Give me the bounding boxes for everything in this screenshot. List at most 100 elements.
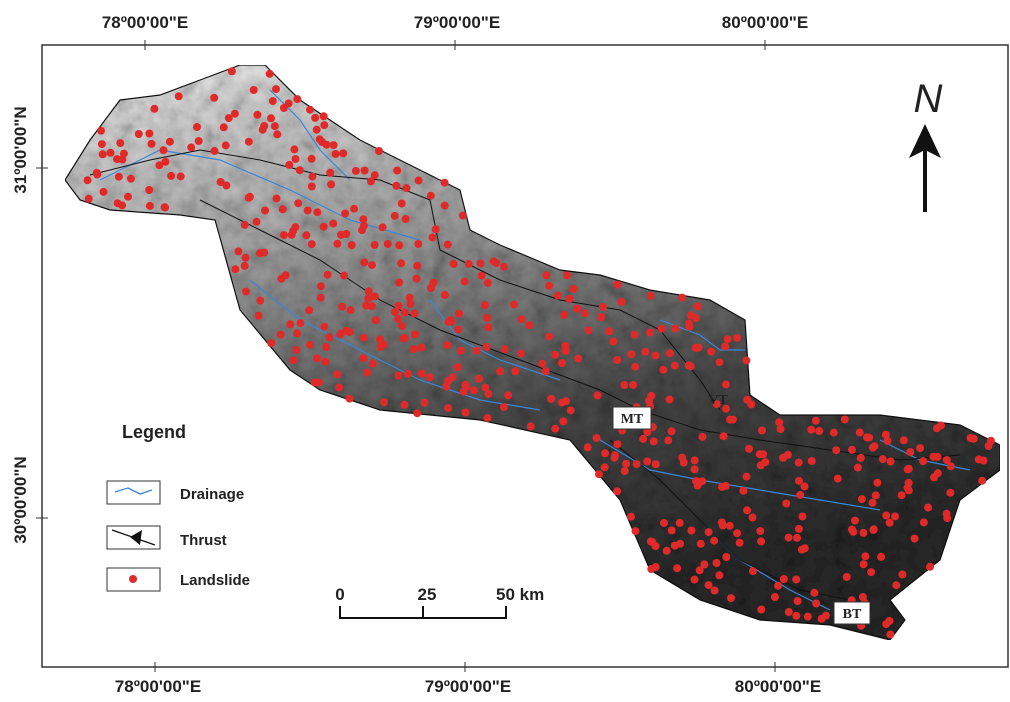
landslide-point: [891, 512, 899, 520]
landslide-point: [99, 150, 107, 158]
landslide-point: [380, 398, 388, 406]
landslide-point: [421, 399, 429, 407]
landslide-point: [810, 589, 818, 597]
landslide-point: [743, 396, 751, 404]
landslide-point: [444, 241, 452, 249]
landslide-point: [332, 150, 340, 158]
landslide-point: [904, 465, 912, 473]
landslide-point: [217, 178, 225, 186]
landslide-point: [339, 149, 347, 157]
landslide-point: [659, 366, 667, 374]
landslide-point: [473, 347, 481, 355]
landslide-point: [613, 487, 621, 495]
landslide-point: [727, 594, 735, 602]
landslide-point: [724, 335, 732, 343]
landslide-point: [292, 346, 300, 354]
landslide-point: [369, 360, 377, 368]
landslide-point: [726, 416, 734, 424]
landslide-point: [447, 316, 455, 324]
landslide-point: [273, 130, 281, 138]
landslide-point: [721, 342, 729, 350]
landslide-point: [688, 527, 696, 535]
landslide-point: [308, 155, 316, 163]
landslide-point: [882, 512, 890, 520]
landslide-point: [272, 85, 280, 93]
landslide-point: [611, 454, 619, 462]
landslide-point: [757, 537, 765, 545]
landslide-point: [363, 368, 371, 376]
landslide-point: [500, 263, 508, 271]
landslide-point: [308, 240, 316, 248]
landslide-point: [253, 111, 261, 119]
landslide-point: [124, 193, 132, 201]
landslide-point: [676, 540, 684, 548]
landslide-point: [987, 437, 995, 445]
landslide-point: [352, 167, 360, 175]
landslide-point: [161, 203, 169, 211]
landslide-point: [666, 396, 674, 404]
landslide-point: [822, 612, 830, 620]
legend-label: Landslide: [180, 572, 250, 589]
landslide-point: [733, 334, 741, 342]
landslide-point: [808, 457, 816, 465]
landslide-point: [324, 271, 332, 279]
landslide-point: [757, 461, 765, 469]
landslide-point: [346, 328, 354, 336]
landslide-point: [771, 593, 779, 601]
landslide-point: [633, 460, 641, 468]
landslide-point: [279, 205, 287, 213]
landslide-point: [629, 381, 637, 389]
landslide-point: [441, 179, 449, 187]
landslide-point: [618, 298, 626, 306]
landslide-point: [947, 462, 955, 470]
landslide-point: [462, 408, 470, 416]
landslide-point: [320, 121, 328, 129]
landslide-point: [920, 518, 928, 526]
latitude-label: 31º00'00"N: [11, 106, 30, 193]
landslide-point: [793, 534, 801, 542]
landslide-point: [118, 201, 126, 209]
landslide-point: [304, 207, 312, 215]
landslide-point: [646, 328, 654, 336]
landslide-point: [379, 223, 387, 231]
landslide-point: [886, 630, 894, 638]
landslide-point: [879, 455, 887, 463]
landslide-point: [705, 581, 713, 589]
landslide-point: [242, 288, 250, 296]
landslide-point: [647, 565, 655, 573]
landslide-point: [643, 457, 651, 465]
landslide-point: [882, 620, 890, 628]
landslide-point: [699, 433, 707, 441]
landslide-point: [372, 316, 380, 324]
longitude-label: 79º00'00"E: [414, 13, 500, 32]
landslide-point: [501, 345, 509, 353]
landslide-point: [306, 106, 314, 114]
landslide-point: [671, 362, 679, 370]
landslide-point: [710, 537, 718, 545]
landslide-point: [418, 344, 426, 352]
landslide-point: [639, 435, 647, 443]
landslide-point: [707, 348, 715, 356]
landslide-point: [594, 392, 602, 400]
landslide-point: [269, 97, 277, 105]
landslide-point: [402, 215, 410, 223]
landslide-point: [898, 571, 906, 579]
landslide-point: [759, 450, 767, 458]
landslide-point: [758, 427, 766, 435]
landslide-point: [545, 282, 553, 290]
latitude-label: 30º00'00"N: [11, 456, 30, 543]
landslide-point: [393, 167, 401, 175]
landslide-point: [317, 294, 325, 302]
landslide-point: [348, 241, 356, 249]
landslide-point: [943, 510, 951, 518]
landslide-point: [297, 319, 305, 327]
landslide-point: [613, 440, 621, 448]
landslide-point: [484, 414, 492, 422]
landslide-point: [394, 315, 402, 323]
landslide-point: [400, 334, 408, 342]
landslide-point: [504, 391, 512, 399]
landslide-point: [371, 292, 379, 300]
landslide-point: [333, 240, 341, 248]
landslide-point: [685, 361, 693, 369]
landslide-point: [320, 323, 328, 331]
